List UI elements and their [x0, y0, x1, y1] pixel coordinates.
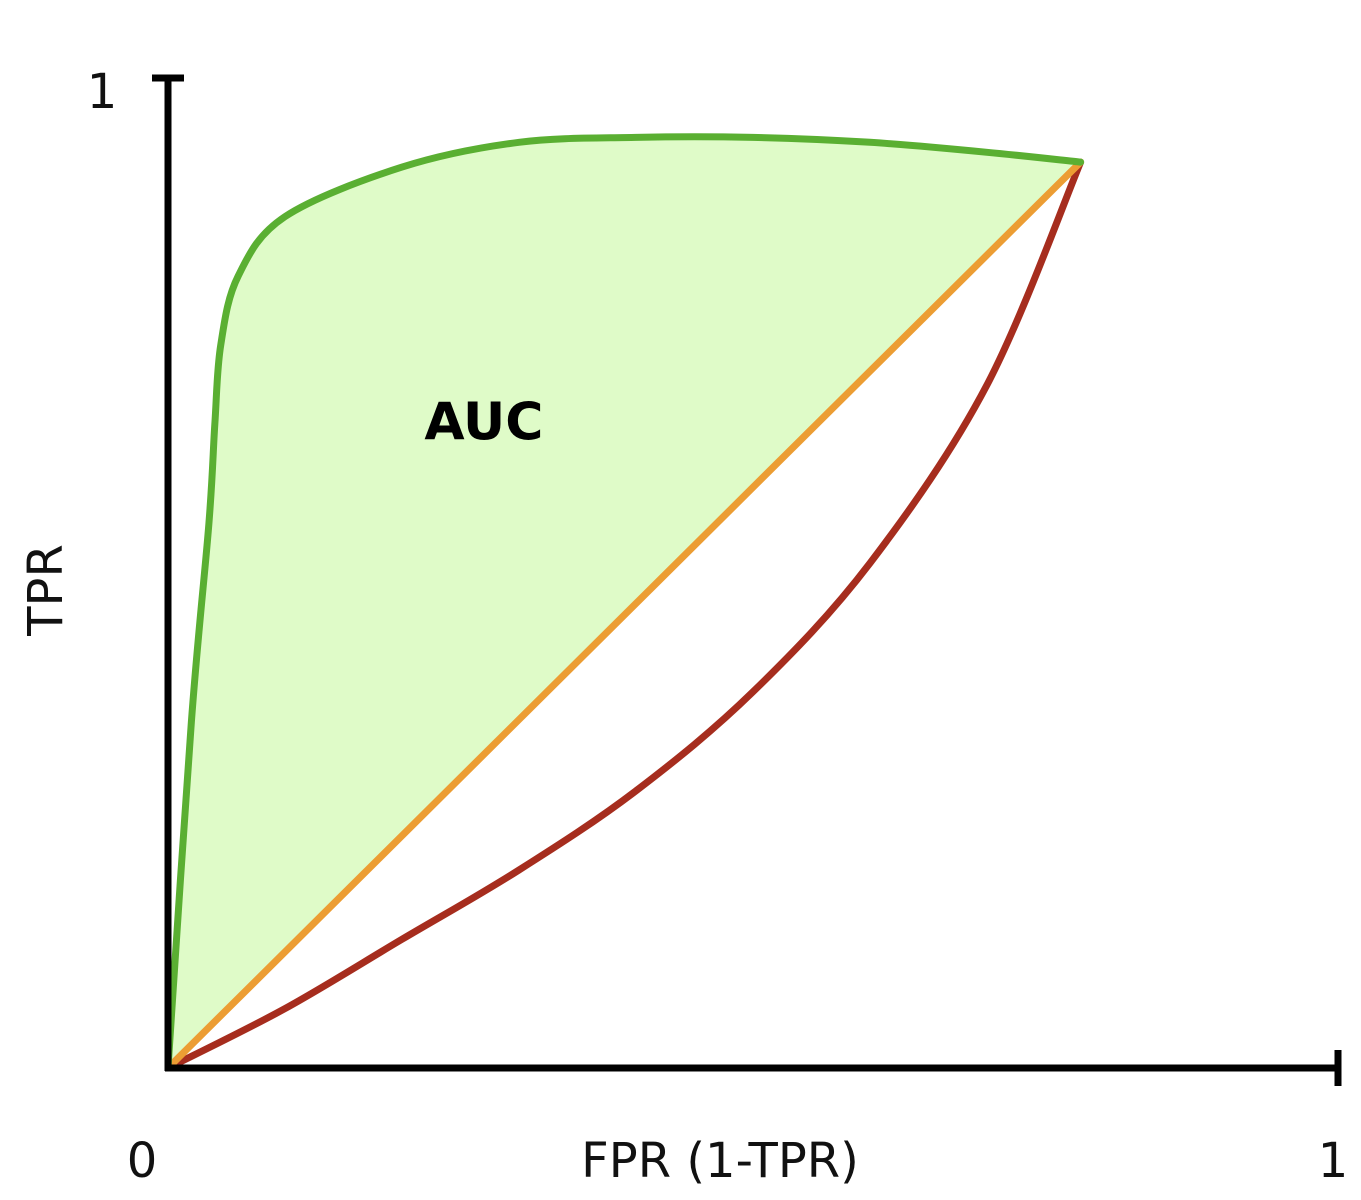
- x-tick-label-1: 1: [1318, 1133, 1349, 1189]
- roc-curve-good: [164, 133, 1085, 1072]
- label-layer: 1 0 1 FPR (1-TPR) TPR AUC: [18, 64, 1348, 1189]
- y-tick-label-1: 1: [87, 64, 118, 120]
- y-axis-label: TPR: [18, 544, 74, 637]
- series-layer: [164, 133, 1085, 1072]
- roc-curve-random: [164, 158, 1085, 1072]
- axis-layer: [152, 74, 1342, 1086]
- roc-curve-poor: [164, 158, 1085, 1072]
- x-tick-label-0: 0: [127, 1133, 158, 1189]
- x-axis-label: FPR (1-TPR): [581, 1133, 859, 1189]
- auc-annotation: AUC: [424, 392, 543, 452]
- auc-area: [168, 136, 1081, 1069]
